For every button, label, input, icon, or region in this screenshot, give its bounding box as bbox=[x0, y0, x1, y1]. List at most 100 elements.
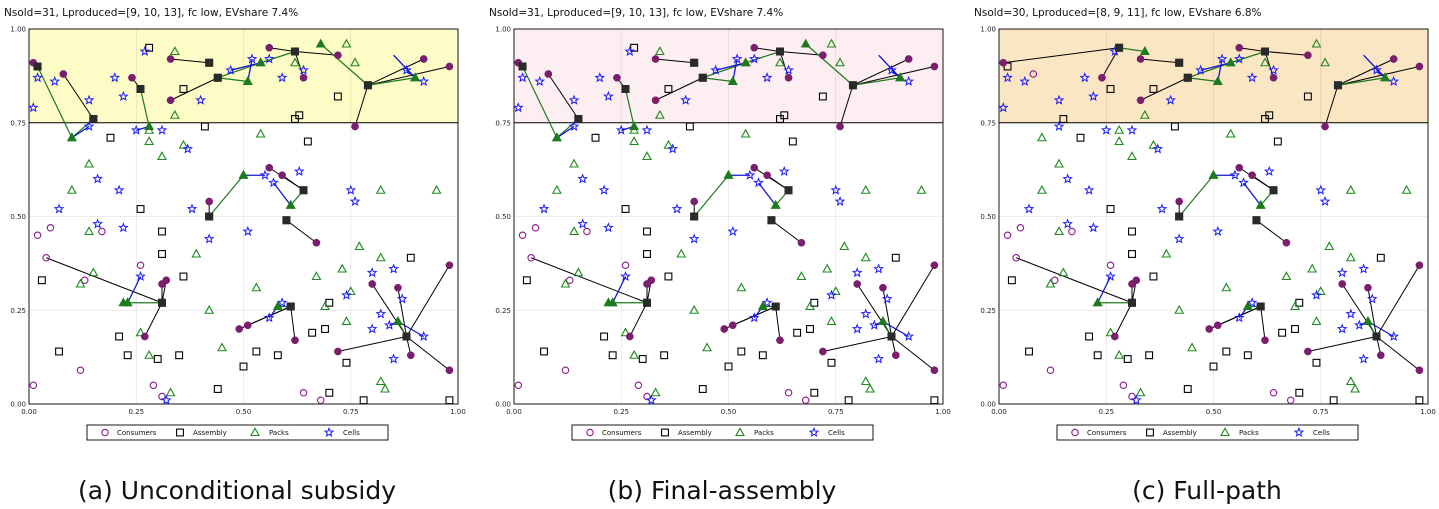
consumer-link bbox=[269, 47, 296, 52]
pack-point bbox=[1260, 57, 1270, 67]
pack-point bbox=[702, 342, 712, 352]
consumer-link bbox=[1337, 58, 1394, 86]
pack-point bbox=[569, 226, 579, 236]
assembly-point bbox=[806, 325, 814, 333]
assembly-point bbox=[295, 111, 304, 120]
pack-point bbox=[835, 57, 845, 67]
pack-point bbox=[1058, 267, 1069, 277]
pack-point bbox=[650, 387, 661, 397]
assembly-point bbox=[664, 85, 673, 93]
pack-point bbox=[573, 267, 584, 277]
assembly-point bbox=[1007, 276, 1016, 285]
active-assembly-point bbox=[1261, 47, 1269, 56]
consumer-link bbox=[732, 306, 776, 326]
pack-point bbox=[1161, 248, 1172, 258]
pack-point bbox=[1036, 184, 1047, 194]
consumer-point bbox=[999, 381, 1008, 389]
assembly-point bbox=[600, 332, 609, 341]
legend-square-icon bbox=[1146, 428, 1154, 437]
pack-point bbox=[217, 342, 227, 352]
y-tick-label: 0.75 bbox=[495, 119, 511, 127]
pack-point bbox=[642, 151, 652, 161]
cell-point bbox=[1079, 72, 1091, 83]
highlight-region bbox=[514, 29, 943, 123]
cell-point bbox=[139, 45, 151, 57]
cell-point bbox=[1165, 94, 1176, 105]
legend-triangle-icon bbox=[1220, 427, 1230, 437]
active-assembly-point bbox=[33, 62, 42, 71]
active-assembly-point bbox=[643, 298, 651, 307]
cell-point bbox=[641, 124, 653, 135]
consumer-link bbox=[852, 66, 935, 86]
cell-point bbox=[1216, 53, 1228, 64]
cell-point bbox=[396, 293, 408, 304]
cell-point bbox=[744, 169, 756, 180]
pack-link bbox=[320, 43, 369, 86]
consumer-point bbox=[1003, 231, 1012, 240]
active-consumer-point bbox=[244, 321, 252, 329]
active-consumer-point bbox=[312, 239, 321, 247]
active-pack-point bbox=[1225, 57, 1236, 67]
assembly-point bbox=[1170, 122, 1179, 131]
consumer-point bbox=[1029, 70, 1038, 78]
y-tick-label: 0.00 bbox=[10, 401, 26, 409]
active-assembly-point bbox=[690, 212, 699, 221]
cell-point bbox=[246, 53, 258, 64]
pack-point bbox=[1148, 139, 1159, 149]
consumer-link bbox=[1256, 219, 1287, 244]
active-consumer-point bbox=[1235, 43, 1243, 52]
legend-label: Assembly bbox=[678, 429, 712, 437]
active-assembly-point bbox=[205, 58, 214, 67]
pack-point bbox=[1225, 128, 1236, 138]
cell-point bbox=[1088, 222, 1099, 233]
chart-title: Nsold=31, Lproduced=[9, 10, 13], fc low,… bbox=[4, 7, 298, 19]
pack-link bbox=[139, 88, 150, 127]
assembly-point bbox=[643, 250, 651, 258]
plot-frame bbox=[513, 28, 944, 405]
cell-point bbox=[118, 222, 129, 233]
consumer-link bbox=[1376, 336, 1420, 371]
pack-point bbox=[1114, 124, 1125, 134]
assembly-point bbox=[333, 92, 342, 101]
assembly-point bbox=[1059, 115, 1068, 123]
cell-point bbox=[671, 203, 683, 214]
assembly-point bbox=[106, 133, 115, 142]
assembly-point bbox=[1149, 272, 1158, 281]
consumer-point bbox=[1012, 254, 1020, 262]
active-pack-point bbox=[315, 38, 326, 48]
panel-caption: (c) Full-path bbox=[1132, 476, 1282, 505]
x-tick-label: 1.00 bbox=[935, 408, 951, 416]
pack-point bbox=[654, 46, 665, 56]
assembly-point bbox=[1149, 85, 1158, 93]
active-assembly-point bbox=[698, 73, 707, 82]
consumer-link bbox=[371, 283, 407, 337]
consumer-point bbox=[784, 388, 793, 397]
cell-point bbox=[873, 263, 884, 274]
active-assembly-point bbox=[1269, 186, 1278, 195]
active-consumer-point bbox=[368, 280, 376, 288]
cell-point bbox=[259, 169, 271, 180]
x-tick-label: 0.75 bbox=[343, 408, 359, 416]
assembly-point bbox=[758, 351, 767, 360]
cell-point bbox=[881, 293, 893, 304]
cell-point bbox=[388, 353, 399, 364]
pack-point bbox=[1290, 301, 1300, 311]
pack-point bbox=[1221, 282, 1232, 292]
active-consumer-point bbox=[1304, 51, 1312, 59]
cell-point bbox=[1233, 53, 1245, 64]
assembly-point bbox=[1128, 227, 1136, 236]
consumer-link bbox=[839, 85, 854, 127]
cell-point bbox=[903, 75, 914, 87]
assembly-point bbox=[406, 253, 415, 262]
assembly-point bbox=[158, 227, 166, 236]
consumer-link bbox=[1307, 336, 1377, 352]
cell-point bbox=[418, 330, 429, 342]
assembly-point bbox=[179, 85, 188, 93]
active-pack-point bbox=[723, 169, 734, 179]
cell-point bbox=[366, 267, 378, 278]
cell-point bbox=[748, 53, 760, 64]
cell-point bbox=[997, 102, 1009, 113]
assembly-point bbox=[179, 272, 188, 281]
active-consumer-point bbox=[797, 239, 806, 247]
consumer-link bbox=[397, 287, 408, 337]
